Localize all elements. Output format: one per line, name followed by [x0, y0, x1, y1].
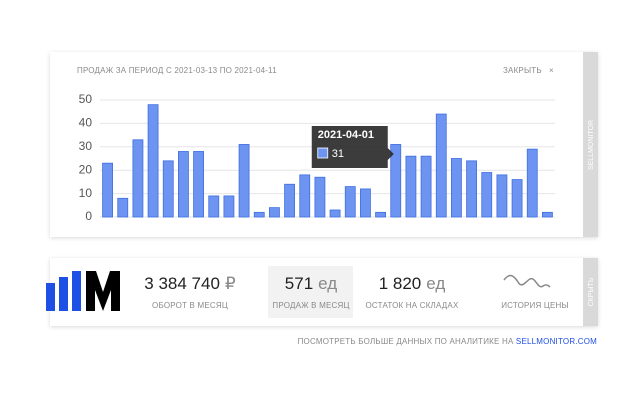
bar[interactable] [375, 211, 386, 218]
bar[interactable] [420, 155, 432, 218]
stat-unit: ед [426, 274, 445, 293]
bar[interactable] [344, 186, 356, 218]
logo [46, 271, 120, 311]
bar[interactable] [269, 207, 280, 218]
footer-link[interactable]: SELLMONITOR.COM [516, 337, 597, 346]
hide-tab[interactable] [583, 258, 598, 326]
side-tab-label[interactable]: SELLMONITOR [588, 120, 595, 170]
bar[interactable] [466, 160, 477, 218]
close-button[interactable]: ЗАКРЫТЬ [503, 66, 542, 75]
bar[interactable] [314, 176, 326, 218]
bar[interactable] [253, 211, 265, 218]
stat-number: 3 384 740 [144, 274, 220, 293]
tooltip-swatch [317, 147, 329, 159]
bar[interactable] [284, 183, 295, 218]
stat-unit: ед [318, 274, 337, 293]
bar[interactable] [451, 158, 462, 218]
stat-unit: ₽ [225, 274, 236, 293]
bar[interactable] [511, 179, 523, 218]
stats: 3 384 740 ₽ ОБОРОТ В МЕСЯЦ 571 ед ПРОДАЖ В МЕ… [144, 274, 459, 310]
close-icon[interactable]: × [549, 66, 554, 75]
stat-value: 1 820 ед [379, 274, 446, 293]
footer-text: ПОСМОТРЕТЬ БОЛЬШЕ ДАННЫХ ПО АНАЛИТИКЕ НА [298, 337, 516, 346]
bar[interactable] [481, 172, 493, 218]
bar[interactable] [102, 162, 113, 218]
bar[interactable] [390, 144, 402, 218]
bar[interactable] [178, 151, 189, 218]
bar[interactable] [329, 209, 341, 218]
footer: ПОСМОТРЕТЬ БОЛЬШЕ ДАННЫХ ПО АНАЛИТИКЕ НА… [298, 337, 598, 346]
tooltip: 2021-04-01 31 [311, 126, 394, 168]
y-tick-label: 10 [79, 186, 93, 200]
hide-tab-label[interactable]: СКРЫТЬ [588, 277, 595, 306]
plot: 0 10 20 30 40 50 2021-04-01 31 [79, 92, 555, 223]
bar[interactable] [542, 211, 553, 218]
stat-value: 3 384 740 ₽ [144, 274, 236, 293]
y-tick-label: 50 [79, 92, 93, 106]
bar[interactable] [526, 148, 538, 218]
side-tab[interactable] [583, 52, 598, 237]
bar[interactable] [117, 197, 129, 218]
y-tick-label: 30 [79, 139, 93, 153]
bar[interactable] [435, 113, 447, 218]
bar[interactable] [299, 174, 311, 218]
y-tick-label: 20 [79, 162, 93, 176]
bar[interactable] [132, 139, 144, 218]
price-history-label[interactable]: ИСТОРИЯ ЦЕНЫ [501, 301, 569, 310]
bar[interactable] [238, 144, 250, 218]
chart-title: ПРОДАЖ ЗА ПЕРИОД С 2021-03-13 ПО 2021-04… [77, 66, 277, 75]
stat-label: ПРОДАЖ В МЕСЯЦ [272, 301, 349, 310]
stat-number: 1 820 [379, 274, 422, 293]
bar[interactable] [223, 195, 235, 218]
highlight-box [268, 266, 353, 318]
bar[interactable] [496, 174, 508, 218]
stat-value: 571 ед [285, 274, 337, 293]
bar[interactable] [405, 155, 417, 218]
tooltip-date: 2021-04-01 [318, 129, 374, 141]
y-tick-label: 40 [79, 116, 93, 130]
bar[interactable] [208, 195, 220, 218]
y-tick-label: 0 [85, 209, 92, 223]
price-sparkline[interactable] [503, 274, 551, 288]
tooltip-box [311, 126, 394, 168]
bar[interactable] [360, 188, 371, 218]
bar[interactable] [147, 104, 159, 218]
tooltip-value: 31 [332, 148, 344, 160]
stat-number: 571 [285, 274, 313, 293]
bar[interactable] [162, 160, 174, 218]
stat-label: ОБОРОТ В МЕСЯЦ [152, 301, 228, 310]
bar[interactable] [193, 151, 204, 218]
stat-label: ОСТАТОК НА СКЛАДАХ [365, 301, 458, 310]
